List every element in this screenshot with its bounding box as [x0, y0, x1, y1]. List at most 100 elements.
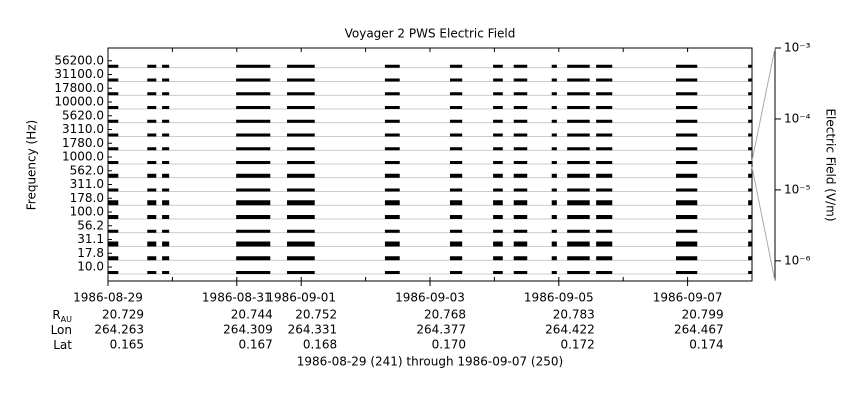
plot-frame [107, 47, 753, 282]
activity-block [162, 188, 170, 192]
channel-label: 1000.0 [62, 150, 104, 164]
activity-block [551, 161, 557, 164]
activity-block [287, 229, 315, 233]
activity-block [676, 241, 698, 247]
activity-block [748, 173, 752, 178]
ephemeris-value: 0.170 [432, 338, 466, 352]
activity-block [449, 133, 463, 137]
activity-block [493, 64, 503, 68]
activity-block [551, 271, 557, 274]
activity-block [287, 133, 315, 137]
activity-block [236, 106, 271, 109]
activity-block [449, 188, 463, 192]
activity-block [287, 271, 315, 274]
activity-block [162, 147, 170, 151]
activity-block [236, 119, 271, 123]
activity-block [108, 215, 119, 219]
y2-tick-label: 10⁻⁶ [784, 253, 811, 267]
activity-block [384, 119, 400, 123]
activity-block [567, 133, 590, 137]
activity-block [162, 173, 170, 178]
activity-block [748, 119, 752, 123]
activity-block [162, 256, 170, 261]
activity-block [384, 173, 400, 178]
x-tick-label: 1986-09-01 [266, 291, 336, 305]
activity-block [108, 64, 119, 68]
activity-block [676, 133, 698, 137]
activity-block [287, 256, 315, 261]
activity-block [449, 200, 463, 206]
ephemeris-value: 264.263 [94, 323, 144, 337]
activity-block [493, 161, 503, 164]
activity-block [449, 106, 463, 109]
activity-block [567, 64, 590, 68]
activity-block [108, 147, 119, 151]
activity-block [513, 229, 528, 233]
activity-block [384, 271, 400, 274]
channel-label: 100.0 [70, 205, 104, 219]
activity-block [236, 256, 271, 261]
channel-label: 5620.0 [62, 108, 104, 122]
channel-label: 178.0 [70, 191, 104, 205]
activity-block [236, 92, 271, 96]
activity-block [551, 173, 557, 178]
activity-block [384, 133, 400, 137]
activity-block [676, 200, 698, 206]
activity-block [108, 271, 119, 274]
activity-block [162, 229, 170, 233]
activity-block [236, 215, 271, 219]
activity-block [748, 161, 752, 164]
activity-block [748, 256, 752, 261]
x-tick-label: 1986-08-31 [202, 291, 272, 305]
activity-block [567, 173, 590, 178]
activity-block [108, 229, 119, 233]
channel-label: 31100.0 [54, 67, 104, 81]
activity-block [493, 188, 503, 192]
ephemeris-value: 20.744 [231, 308, 273, 322]
activity-block [493, 271, 503, 274]
activity-block [493, 78, 503, 82]
activity-block [287, 106, 315, 109]
ephemeris-value: 0.165 [110, 338, 144, 352]
activity-block [236, 161, 271, 164]
scale-guide [751, 47, 776, 162]
activity-block [162, 78, 170, 82]
activity-block [493, 229, 503, 233]
activity-block [676, 215, 698, 219]
activity-block [108, 200, 119, 206]
activity-block [449, 229, 463, 233]
activity-block [596, 229, 613, 233]
activity-block [493, 200, 503, 206]
activity-block [551, 229, 557, 233]
activity-block [567, 92, 590, 96]
activity-block [596, 78, 613, 82]
activity-block [493, 215, 503, 219]
ephemeris-value: 264.377 [416, 323, 466, 337]
ephemeris-value: 20.768 [424, 308, 466, 322]
activity-block [551, 241, 557, 247]
activity-block [493, 92, 503, 96]
activity-block [596, 64, 613, 68]
ephemeris-value: 264.331 [288, 323, 338, 337]
activity-block [748, 215, 752, 219]
activity-block [748, 188, 752, 192]
activity-block [147, 64, 157, 68]
ephemeris-value: 0.172 [560, 338, 594, 352]
ephemeris-value: 0.168 [303, 338, 337, 352]
activity-block [551, 119, 557, 123]
ephemeris-label: Lon [51, 323, 72, 337]
activity-block [384, 256, 400, 261]
activity-block [108, 241, 119, 247]
activity-block [676, 173, 698, 178]
activity-block [449, 161, 463, 164]
activity-block [748, 229, 752, 233]
ephemeris-value: 264.467 [674, 323, 724, 337]
activity-block [676, 92, 698, 96]
activity-block [449, 215, 463, 219]
y2-tick-label: 10⁻⁴ [784, 111, 811, 125]
x-tick-label: 1986-09-05 [524, 291, 594, 305]
activity-block [147, 271, 157, 274]
activity-block [384, 161, 400, 164]
activity-block [287, 200, 315, 206]
